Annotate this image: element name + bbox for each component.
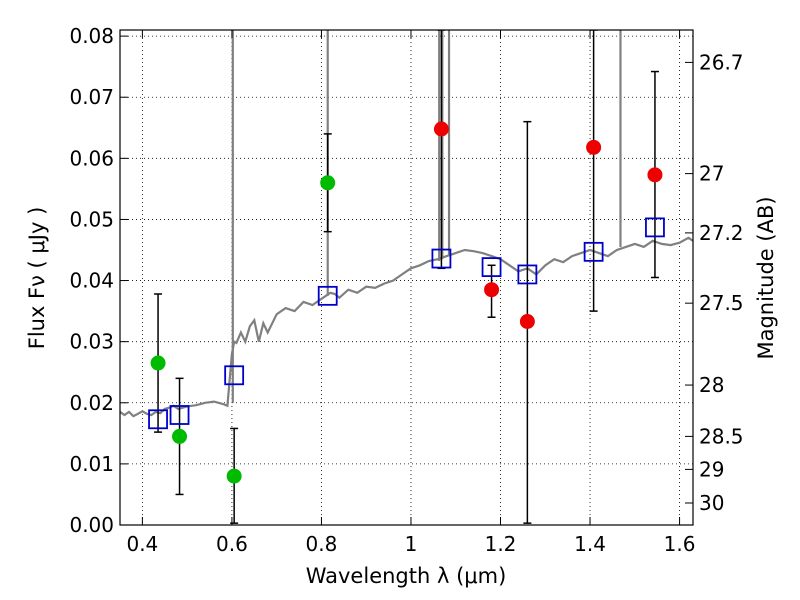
blue-square-marker — [224, 365, 245, 386]
y2-axis-label: Magnitude (AB) — [754, 196, 778, 359]
plot-frame — [119, 29, 694, 526]
red-point — [647, 167, 663, 183]
y-tick-label: 0.07 — [69, 85, 114, 109]
ticks: 0.4 0.6 0.8 1 1.2 1.4 1.6 0.00 0.01 0.02 0.03 0.04 0… — [69, 24, 743, 556]
y2-tick-label: 27 — [699, 162, 724, 186]
y2-tick-label: 28 — [699, 373, 724, 397]
green-point — [172, 428, 188, 444]
blue-square-marker — [317, 285, 338, 306]
x-tick-label: 1 — [405, 532, 418, 556]
blue-square-marker — [517, 264, 538, 285]
y2-tick-label: 30 — [699, 491, 724, 515]
x-tick-label: 1.2 — [485, 532, 517, 556]
blue-square-marker — [583, 241, 604, 262]
y-tick-label: 0.08 — [69, 24, 114, 48]
green-point — [226, 468, 242, 484]
x-tick-label: 0.6 — [216, 532, 248, 556]
y-tick-label: 0.01 — [69, 452, 114, 476]
x-tick-label: 0.8 — [306, 532, 338, 556]
y2-tick-label: 29 — [699, 457, 724, 481]
y-axis-label: Flux Fν ( μJy ) — [25, 207, 49, 350]
plot-area — [120, 30, 693, 524]
blue-square-marker — [169, 405, 190, 425]
y-tick-label: 0.00 — [69, 513, 114, 537]
y2-tick-label: 28.5 — [699, 424, 744, 448]
blue-square-marker — [481, 257, 502, 278]
grid — [120, 30, 693, 526]
blue-square-marker — [148, 409, 168, 430]
y-tick-label: 0.05 — [69, 207, 114, 231]
red-point — [433, 121, 449, 137]
x-tick-label: 1.6 — [664, 532, 696, 556]
x-axis-label: Wavelength λ (μm) — [306, 564, 507, 588]
y2-tick-label: 26.7 — [699, 50, 744, 74]
y-tick-label: 0.04 — [69, 269, 114, 293]
blue-square-marker — [645, 217, 665, 238]
blue-square-marker — [431, 248, 452, 269]
y2-tick-label: 27.2 — [699, 221, 744, 245]
x-tick-label: 1.4 — [574, 532, 606, 556]
red-point — [484, 282, 500, 298]
red-point — [586, 139, 602, 155]
y-tick-label: 0.03 — [69, 330, 114, 354]
green-point — [320, 175, 336, 191]
green-point — [150, 355, 166, 371]
x-tick-label: 0.4 — [126, 532, 158, 556]
red-point — [519, 314, 535, 329]
y2-tick-label: 27.5 — [699, 291, 744, 315]
y-tick-label: 0.02 — [69, 391, 114, 415]
y-tick-label: 0.06 — [69, 146, 114, 170]
